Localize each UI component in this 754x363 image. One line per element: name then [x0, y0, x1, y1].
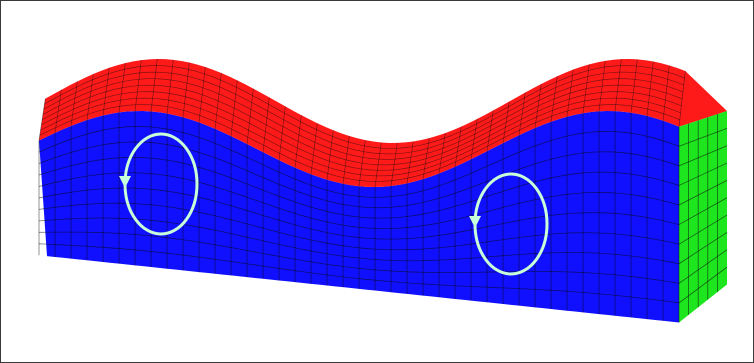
mesh-line — [38, 202, 680, 251]
mesh-line — [390, 142, 398, 187]
mesh-line — [54, 89, 62, 133]
mesh-line — [38, 126, 680, 198]
mesh-line — [310, 123, 318, 175]
mesh-line — [678, 70, 686, 127]
mesh-line — [38, 231, 680, 284]
mesh-line — [678, 127, 728, 147]
mesh-line — [406, 141, 414, 184]
mesh-line — [438, 133, 446, 174]
mesh-line — [38, 243, 680, 304]
mesh-line — [38, 187, 680, 240]
mesh-line — [678, 232, 728, 265]
mesh-line — [86, 73, 94, 121]
circulation-arrows — [119, 132, 549, 276]
side-face-fill — [679, 111, 727, 323]
mesh-line — [598, 60, 606, 112]
mesh-line — [326, 130, 334, 180]
mesh-line — [246, 88, 254, 145]
mesh-line — [166, 59, 174, 114]
mesh-line — [518, 92, 526, 136]
mesh-line — [630, 59, 638, 113]
mesh-line — [214, 73, 222, 129]
mesh-line — [278, 106, 286, 161]
mesh-line — [582, 64, 590, 114]
mesh-line — [422, 138, 430, 180]
mesh-line — [646, 61, 654, 116]
mesh-line — [342, 135, 350, 184]
mesh-line — [102, 67, 110, 116]
mesh-line — [198, 66, 206, 123]
mesh-line — [662, 65, 670, 121]
mesh-line — [182, 62, 190, 118]
mesh-line — [358, 140, 366, 187]
mesh-line — [486, 110, 494, 152]
mesh-line — [678, 162, 728, 186]
mesh-line — [150, 58, 158, 112]
mesh-line — [262, 97, 270, 153]
mesh-line — [566, 69, 574, 117]
mesh-grid — [38, 58, 728, 323]
mesh-line — [38, 141, 680, 209]
mesh-line — [502, 101, 510, 144]
mesh-line — [294, 115, 302, 168]
mesh-line — [374, 142, 382, 188]
mesh-line — [38, 172, 680, 229]
circulation-right-icon — [469, 172, 549, 276]
mesh-line — [678, 145, 728, 167]
mesh-line — [38, 98, 46, 141]
mesh-line — [534, 83, 542, 129]
mesh-line — [614, 59, 622, 112]
mesh-line — [678, 180, 728, 206]
mesh-line — [118, 63, 126, 113]
mesh-line — [70, 81, 78, 126]
mesh-line — [38, 156, 680, 219]
mesh-line — [678, 197, 728, 225]
mesh-line — [470, 118, 478, 160]
side-face — [679, 111, 727, 323]
mesh-line — [134, 60, 142, 112]
mesh-line — [678, 266, 728, 304]
mesh-line — [38, 217, 680, 265]
mesh-line — [454, 126, 462, 167]
mesh-line — [678, 249, 728, 284]
mesh-line — [678, 214, 728, 245]
mesh-line — [550, 76, 558, 122]
mesh-line — [230, 80, 238, 137]
circulation-left-icon — [119, 132, 199, 236]
